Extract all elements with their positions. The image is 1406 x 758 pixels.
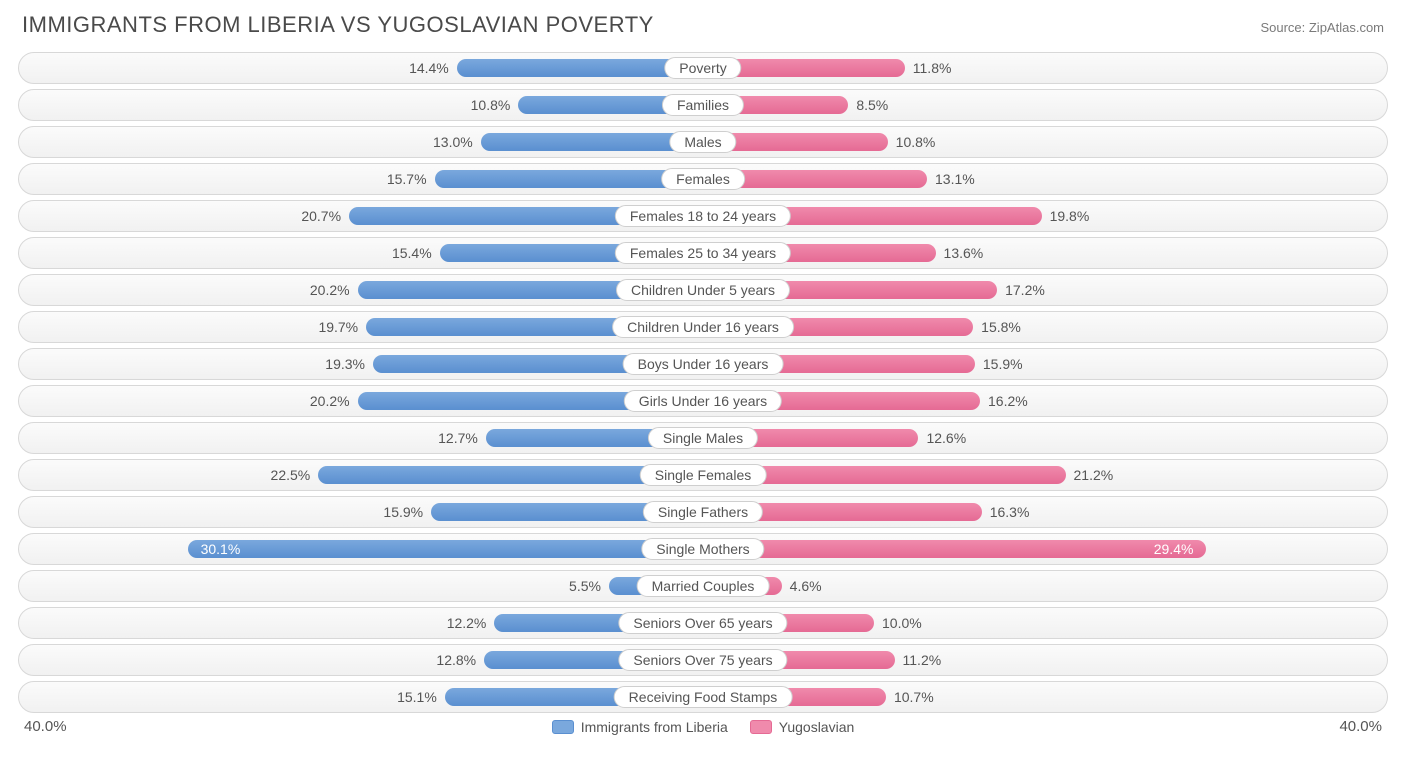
chart-row: 19.7% 15.8% Children Under 16 years (18, 311, 1388, 343)
chart-row: 10.8% 8.5% Families (18, 89, 1388, 121)
category-label: Boys Under 16 years (623, 353, 784, 375)
axis-max-right: 40.0% (1339, 718, 1382, 735)
value-right: 8.5% (856, 97, 888, 113)
chart-row: 15.9% 16.3% Single Fathers (18, 496, 1388, 528)
value-left: 22.5% (271, 467, 311, 483)
chart-row: 22.5% 21.2% Single Females (18, 459, 1388, 491)
value-left: 30.1% (201, 541, 241, 557)
value-right: 12.6% (926, 430, 966, 446)
chart-row: 15.1% 10.7% Receiving Food Stamps (18, 681, 1388, 713)
category-label: Single Females (640, 464, 767, 486)
value-left: 15.1% (397, 689, 437, 705)
value-right: 29.4% (1154, 541, 1194, 557)
category-label: Females 25 to 34 years (615, 242, 791, 264)
legend-swatch-right (750, 720, 772, 734)
value-left: 20.7% (301, 208, 341, 224)
value-left: 20.2% (310, 282, 350, 298)
value-left: 19.7% (318, 319, 358, 335)
value-left: 20.2% (310, 393, 350, 409)
chart-row: 15.7% 13.1% Females (18, 163, 1388, 195)
axis-max-left: 40.0% (24, 718, 67, 735)
bar-right (703, 540, 1206, 558)
category-label: Single Fathers (643, 501, 763, 523)
legend-label-left: Immigrants from Liberia (581, 719, 728, 735)
category-label: Children Under 16 years (612, 316, 794, 338)
value-right: 19.8% (1050, 208, 1090, 224)
chart-footer: 40.0% Immigrants from Liberia Yugoslavia… (18, 718, 1388, 735)
value-left: 12.8% (436, 652, 476, 668)
chart-row: 15.4% 13.6% Females 25 to 34 years (18, 237, 1388, 269)
value-right: 10.7% (894, 689, 934, 705)
value-right: 13.6% (944, 245, 984, 261)
chart-row: 19.3% 15.9% Boys Under 16 years (18, 348, 1388, 380)
value-right: 15.9% (983, 356, 1023, 372)
value-right: 16.2% (988, 393, 1028, 409)
category-label: Females (661, 168, 745, 190)
value-left: 5.5% (569, 578, 601, 594)
value-right: 4.6% (790, 578, 822, 594)
value-right: 13.1% (935, 171, 975, 187)
value-right: 15.8% (981, 319, 1021, 335)
chart-row: 14.4% 11.8% Poverty (18, 52, 1388, 84)
diverging-bar-chart: 14.4%11.8%Poverty10.8%8.5%Families13.0%1… (18, 52, 1388, 713)
legend-item-right: Yugoslavian (750, 719, 855, 735)
chart-source: Source: ZipAtlas.com (1260, 20, 1384, 35)
legend: Immigrants from Liberia Yugoslavian (552, 719, 855, 735)
value-right: 16.3% (990, 504, 1030, 520)
value-right: 21.2% (1074, 467, 1114, 483)
bar-left (188, 540, 703, 558)
legend-swatch-left (552, 720, 574, 734)
chart-row: 12.2% 10.0% Seniors Over 65 years (18, 607, 1388, 639)
value-right: 10.8% (896, 134, 936, 150)
value-left: 12.7% (438, 430, 478, 446)
value-right: 11.2% (903, 652, 942, 668)
value-right: 11.8% (913, 60, 952, 76)
category-label: Single Mothers (641, 538, 764, 560)
category-label: Males (669, 131, 736, 153)
value-left: 12.2% (447, 615, 487, 631)
value-left: 14.4% (409, 60, 449, 76)
category-label: Girls Under 16 years (624, 390, 782, 412)
value-left: 13.0% (433, 134, 473, 150)
value-left: 10.8% (471, 97, 511, 113)
category-label: Married Couples (637, 575, 770, 597)
chart-header: IMMIGRANTS FROM LIBERIA VS YUGOSLAVIAN P… (18, 12, 1388, 38)
category-label: Poverty (664, 57, 741, 79)
legend-item-left: Immigrants from Liberia (552, 719, 728, 735)
value-left: 19.3% (325, 356, 365, 372)
value-left: 15.4% (392, 245, 432, 261)
legend-label-right: Yugoslavian (779, 719, 855, 735)
category-label: Families (662, 94, 744, 116)
chart-row: 30.1% 29.4% Single Mothers (18, 533, 1388, 565)
value-left: 15.9% (383, 504, 423, 520)
chart-row: 12.7% 12.6% Single Males (18, 422, 1388, 454)
category-label: Receiving Food Stamps (614, 686, 793, 708)
category-label: Children Under 5 years (616, 279, 790, 301)
category-label: Females 18 to 24 years (615, 205, 791, 227)
chart-row: 13.0% 10.8% Males (18, 126, 1388, 158)
chart-row: 5.5% 4.6% Married Couples (18, 570, 1388, 602)
chart-row: 20.7% 19.8% Females 18 to 24 years (18, 200, 1388, 232)
value-left: 15.7% (387, 171, 427, 187)
value-right: 10.0% (882, 615, 922, 631)
chart-row: 20.2% 16.2% Girls Under 16 years (18, 385, 1388, 417)
chart-row: 12.8% 11.2% Seniors Over 75 years (18, 644, 1388, 676)
chart-row: 20.2% 17.2% Children Under 5 years (18, 274, 1388, 306)
value-right: 17.2% (1005, 282, 1045, 298)
category-label: Single Males (648, 427, 758, 449)
chart-title: IMMIGRANTS FROM LIBERIA VS YUGOSLAVIAN P… (22, 12, 654, 38)
category-label: Seniors Over 65 years (618, 612, 787, 634)
category-label: Seniors Over 75 years (618, 649, 787, 671)
